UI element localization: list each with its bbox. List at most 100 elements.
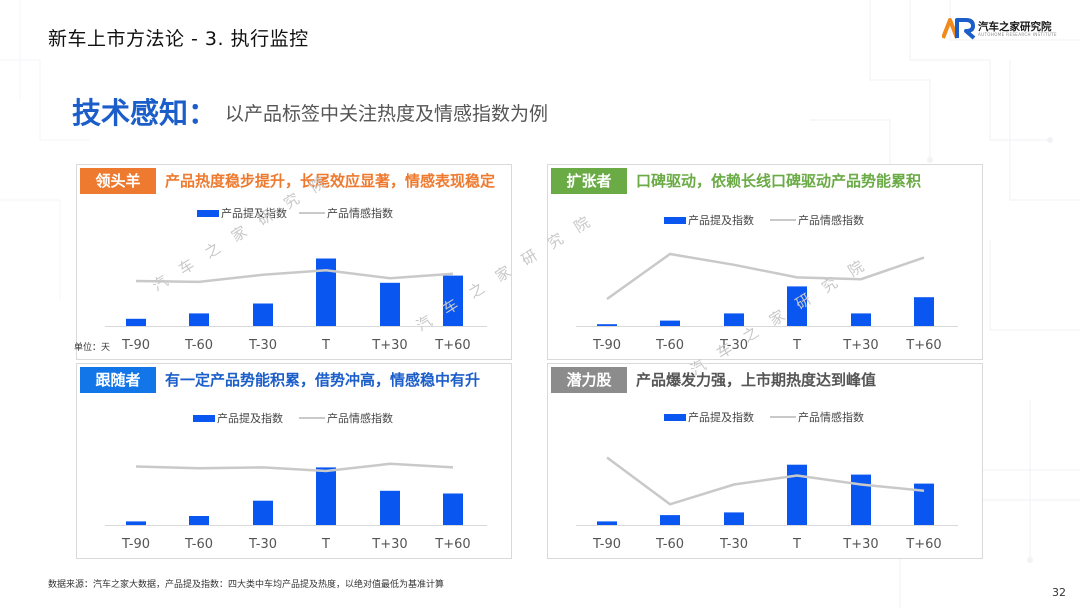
legend-swatch-bar bbox=[664, 216, 686, 224]
bar-T bbox=[316, 258, 336, 326]
x-tick-label: T+30 bbox=[842, 537, 878, 552]
x-tick-label: T-30 bbox=[248, 338, 277, 353]
x-tick-label: T+60 bbox=[434, 338, 470, 353]
legend-label: 产品情感指数 bbox=[798, 411, 864, 424]
panel-follower: 跟随者 有一定产品势能积累，借势冲高，情感稳中有升 产品提及指数 产品情感指数 T-… bbox=[76, 363, 512, 559]
legend-item-sentiment: 产品情感指数 bbox=[770, 212, 864, 228]
bar-T-90 bbox=[126, 521, 146, 525]
sentiment-line bbox=[606, 252, 925, 301]
legend-swatch-bar bbox=[664, 413, 686, 421]
combo-chart: T-90 T-60 T-30 T T+30 T+60 bbox=[576, 252, 958, 353]
bar-T+30 bbox=[380, 490, 400, 525]
legend-label: 产品提及指数 bbox=[221, 207, 287, 220]
x-tick-label: T bbox=[321, 338, 330, 353]
bar-T-60 bbox=[660, 320, 680, 326]
panel-tag: 扩张者 bbox=[551, 168, 627, 194]
bar-T-90 bbox=[597, 324, 617, 326]
bar-T-60 bbox=[660, 515, 680, 525]
bar-T-60 bbox=[189, 516, 209, 525]
panel-title: 有一定产品势能积累，借势冲高，情感稳中有升 bbox=[165, 371, 481, 389]
combo-chart: T-90 T-60 T-30 T T+30 T+60 bbox=[576, 456, 958, 552]
brand-logo: 汽车之家研究院 AUTOHOME RESEARCH INSTITUTE bbox=[942, 18, 1062, 42]
legend-swatch-line bbox=[299, 212, 325, 214]
x-tick-label: T-60 bbox=[655, 338, 684, 353]
logo-text: 汽车之家研究院 bbox=[978, 21, 1052, 33]
legend-item-mention: 产品提及指数 bbox=[193, 410, 283, 426]
bar-T-90 bbox=[597, 521, 617, 525]
x-tick-label: T-60 bbox=[655, 537, 684, 552]
logo-subtext: AUTOHOME RESEARCH INSTITUTE bbox=[978, 32, 1057, 37]
x-tick-label: T+30 bbox=[371, 338, 407, 353]
legend-swatch-bar bbox=[197, 209, 219, 217]
x-tick-label: T-30 bbox=[719, 338, 748, 353]
legend-swatch-line bbox=[770, 416, 796, 418]
page-title: 新车上市方法论 - 3. 执行监控 bbox=[48, 28, 309, 50]
legend-item-mention: 产品提及指数 bbox=[664, 212, 754, 228]
page-number: 32 bbox=[1052, 586, 1066, 599]
bar-T+60 bbox=[443, 275, 463, 326]
legend-item-sentiment: 产品情感指数 bbox=[299, 205, 393, 221]
legend-label: 产品提及指数 bbox=[688, 411, 754, 424]
legend-swatch-bar bbox=[193, 414, 215, 422]
bar-T bbox=[787, 464, 807, 525]
combo-chart: T-90 T-60 T-30 T T+30 T+60 bbox=[105, 258, 487, 353]
circuit-decoration-left bbox=[0, 0, 90, 300]
sentiment-line bbox=[135, 462, 454, 473]
legend-label: 产品情感指数 bbox=[327, 412, 393, 425]
legend-label: 产品情感指数 bbox=[327, 207, 393, 220]
bar-T-30 bbox=[253, 303, 273, 326]
panel-potential: 潜力股 产品爆发力强，上市期热度达到峰值 产品提及指数 产品情感指数 T-90 T-6… bbox=[547, 363, 983, 559]
legend-swatch-line bbox=[299, 417, 325, 419]
legend-label: 产品提及指数 bbox=[688, 214, 754, 227]
x-tick-label: T bbox=[321, 537, 330, 552]
unit-label: 单位：天 bbox=[74, 343, 111, 353]
bar-T+60 bbox=[443, 493, 463, 525]
panel-title: 产品爆发力强，上市期热度达到峰值 bbox=[636, 371, 877, 389]
x-tick-label: T bbox=[792, 338, 801, 353]
x-tick-label: T-60 bbox=[184, 338, 213, 353]
panel-leader: 领头羊 产品热度稳步提升，长尾效应显著，情感表现稳定 产品提及指数 产品情感指数 T… bbox=[76, 164, 512, 360]
x-tick-label: T+60 bbox=[434, 537, 470, 552]
sentiment-line bbox=[606, 456, 925, 506]
x-tick-label: T-90 bbox=[592, 537, 621, 552]
panel-tag: 领头羊 bbox=[80, 168, 156, 194]
bar-T+60 bbox=[914, 483, 934, 525]
x-tick-label: T-60 bbox=[184, 537, 213, 552]
bar-T+30 bbox=[380, 282, 400, 326]
panel-title: 产品热度稳步提升，长尾效应显著，情感表现稳定 bbox=[165, 172, 496, 190]
panel-title: 口碑驱动，依赖长线口碑驱动产品势能累积 bbox=[636, 172, 922, 190]
bar-T-30 bbox=[724, 512, 744, 525]
x-tick-label: T-30 bbox=[719, 537, 748, 552]
headline-sub: 以产品标签中关注热度及情感指数为例 bbox=[225, 103, 549, 125]
legend-item-sentiment: 产品情感指数 bbox=[299, 410, 393, 426]
panel-expander: 扩张者 口碑驱动，依赖长线口碑驱动产品势能累积 产品提及指数 产品情感指数 T-90… bbox=[547, 164, 983, 360]
bar-T+60 bbox=[914, 297, 934, 326]
x-tick-label: T bbox=[792, 537, 801, 552]
x-tick-label: T+60 bbox=[905, 338, 941, 353]
bar-T-60 bbox=[189, 313, 209, 326]
legend-label: 产品提及指数 bbox=[217, 412, 283, 425]
bar-T-30 bbox=[253, 500, 273, 525]
legend-swatch-line bbox=[770, 219, 796, 221]
bar-T+30 bbox=[851, 474, 871, 525]
legend-item-sentiment: 产品情感指数 bbox=[770, 409, 864, 425]
bar-T bbox=[316, 467, 336, 525]
x-tick-label: T+30 bbox=[371, 537, 407, 552]
combo-chart: T-90 T-60 T-30 T T+30 T+60 bbox=[105, 462, 487, 552]
bar-T+30 bbox=[851, 313, 871, 326]
x-tick-label: T+30 bbox=[842, 338, 878, 353]
panel-tag: 潜力股 bbox=[551, 367, 627, 393]
headline: 技术感知： 以产品标签中关注热度及情感指数为例 bbox=[72, 90, 548, 132]
bar-T-90 bbox=[126, 318, 146, 326]
x-tick-label: T+60 bbox=[905, 537, 941, 552]
legend-item-mention: 产品提及指数 bbox=[197, 205, 287, 221]
bar-T-30 bbox=[724, 313, 744, 326]
bar-T bbox=[787, 286, 807, 326]
panel-tag: 跟随者 bbox=[80, 367, 156, 393]
logo-mark-icon bbox=[942, 18, 976, 40]
legend-item-mention: 产品提及指数 bbox=[664, 409, 754, 425]
x-tick-label: T-30 bbox=[248, 537, 277, 552]
x-tick-label: T-90 bbox=[592, 338, 621, 353]
sentiment-line bbox=[135, 268, 454, 284]
x-tick-label: T-90 bbox=[121, 537, 150, 552]
